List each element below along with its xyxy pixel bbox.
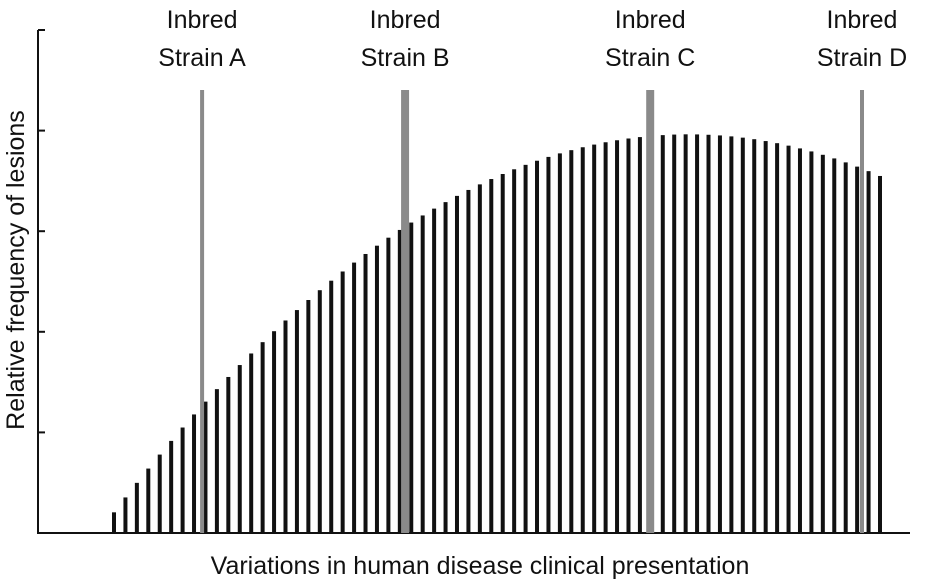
bar-54 xyxy=(717,135,722,533)
strain-line-1 xyxy=(200,90,205,533)
bar-44 xyxy=(603,142,608,533)
strain-line-2 xyxy=(401,90,410,533)
bar-64 xyxy=(832,158,837,533)
bar-58 xyxy=(763,141,768,534)
bar-51 xyxy=(683,134,688,533)
bar-52 xyxy=(695,134,700,534)
strain-label-line1-4: Inbred xyxy=(827,6,898,34)
bar-9 xyxy=(203,401,208,533)
bar-39 xyxy=(546,156,551,533)
strain-line-4 xyxy=(860,90,864,533)
strain-label-line1-2: Inbred xyxy=(370,6,441,34)
bar-7 xyxy=(180,427,185,533)
bar-31 xyxy=(454,195,459,533)
y-axis-label: Relative frequency of lesions xyxy=(2,110,30,430)
bar-47 xyxy=(637,137,642,534)
bar-24 xyxy=(374,245,379,533)
bar-17 xyxy=(294,310,299,533)
bar-65 xyxy=(843,162,848,534)
bar-26 xyxy=(397,229,402,533)
bar-22 xyxy=(352,262,357,533)
bar-55 xyxy=(729,136,734,533)
bar-68 xyxy=(878,175,882,534)
bar-28 xyxy=(420,215,425,533)
bar-56 xyxy=(740,137,745,533)
bar-33 xyxy=(477,184,482,533)
bar-10 xyxy=(214,389,219,533)
strain-label-line1-3: Inbred xyxy=(615,6,686,34)
bar-63 xyxy=(820,154,825,533)
bar-15 xyxy=(272,331,277,533)
bar-6 xyxy=(169,440,174,533)
bar-61 xyxy=(797,148,802,534)
bar-1 xyxy=(112,512,116,533)
bar-43 xyxy=(592,144,597,533)
bar-30 xyxy=(443,202,448,534)
bar-27 xyxy=(409,222,414,533)
strain-line-3 xyxy=(646,90,655,533)
strain-label-line2-1: Strain A xyxy=(158,44,246,72)
bar-25 xyxy=(386,237,391,533)
bar-2 xyxy=(123,497,128,533)
bar-36 xyxy=(512,169,517,533)
bar-41 xyxy=(569,150,574,534)
bar-49 xyxy=(660,135,665,533)
bar-29 xyxy=(432,208,437,533)
bar-42 xyxy=(580,147,585,533)
bar-40 xyxy=(557,153,562,533)
strain-label-line1-1: Inbred xyxy=(167,6,238,34)
bar-16 xyxy=(283,320,288,533)
strain-label-line2-2: Strain B xyxy=(361,44,450,72)
bar-34 xyxy=(489,179,494,534)
bar-46 xyxy=(626,138,631,533)
x-axis-label: Variations in human disease clinical pre… xyxy=(211,552,750,580)
bar-5 xyxy=(157,454,162,533)
bar-23 xyxy=(363,253,368,533)
bar-14 xyxy=(260,342,265,533)
bar-4 xyxy=(146,468,151,533)
bar-11 xyxy=(226,376,231,533)
bar-45 xyxy=(615,140,620,533)
bar-66 xyxy=(855,166,860,533)
bar-35 xyxy=(500,174,505,533)
bar-8 xyxy=(192,414,197,533)
bar-57 xyxy=(752,139,757,533)
bar-13 xyxy=(249,353,254,533)
bar-62 xyxy=(809,151,814,533)
bar-12 xyxy=(237,365,242,533)
bar-60 xyxy=(786,145,791,533)
bar-67 xyxy=(866,171,871,534)
bar-50 xyxy=(672,134,677,533)
bar-37 xyxy=(523,164,528,533)
bar-53 xyxy=(706,134,711,533)
bar-3 xyxy=(134,482,139,533)
bar-18 xyxy=(306,300,311,533)
bar-32 xyxy=(466,189,471,534)
strain-label-line2-3: Strain C xyxy=(605,44,695,72)
bar-21 xyxy=(340,271,345,533)
bar-38 xyxy=(535,160,540,533)
bar-20 xyxy=(329,280,334,533)
strain-label-line2-4: Strain D xyxy=(817,44,907,72)
bar-19 xyxy=(317,290,322,533)
bar-59 xyxy=(775,143,780,534)
